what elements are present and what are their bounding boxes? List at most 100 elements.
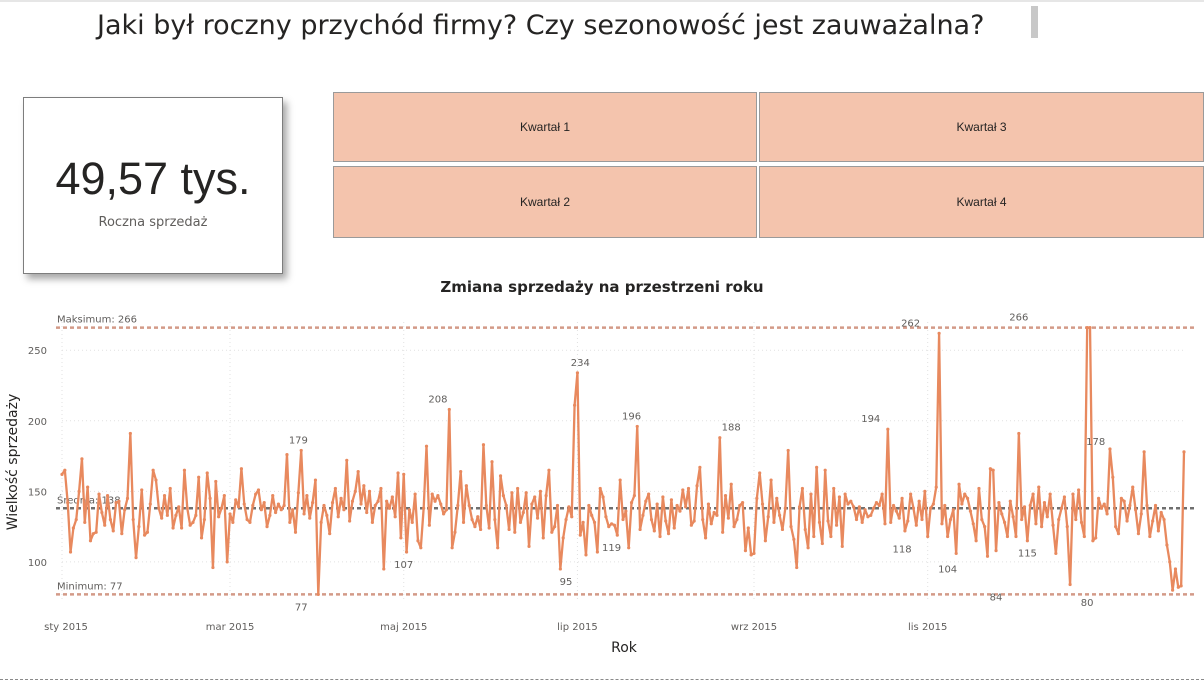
data-point	[464, 484, 468, 488]
data-point	[527, 544, 531, 548]
data-point	[1054, 551, 1058, 556]
data-point	[587, 503, 591, 508]
data-point	[202, 517, 206, 522]
data-point	[675, 503, 679, 508]
top-border	[0, 0, 1204, 2]
data-point	[410, 520, 414, 524]
data-point	[891, 503, 896, 508]
data-point	[721, 530, 725, 534]
data-point	[829, 534, 833, 539]
kpi-card[interactable]: 49,57 tys. Roczna sprzedaż	[23, 97, 283, 274]
data-point	[242, 502, 246, 506]
data-point	[1034, 522, 1038, 526]
data-point	[760, 502, 765, 506]
data-point	[80, 457, 84, 461]
slicer-tile-q4[interactable]: Kwartał 4	[759, 166, 1204, 238]
data-point	[1062, 495, 1066, 499]
data-point	[669, 498, 674, 502]
data-point	[302, 512, 306, 516]
data-point	[459, 469, 463, 474]
data-point	[561, 536, 565, 540]
data-point	[1094, 536, 1098, 540]
data-point	[450, 546, 454, 550]
data-label: 234	[571, 358, 590, 369]
reference-line-label: Minimum: 77	[57, 581, 123, 592]
data-point	[746, 526, 750, 530]
data-point	[1179, 584, 1183, 588]
data-point	[1008, 499, 1012, 503]
data-point	[239, 467, 244, 471]
data-point	[387, 506, 392, 510]
data-point	[345, 458, 349, 462]
data-point	[308, 516, 312, 520]
slicer-tile-q3[interactable]: Kwartał 3	[759, 92, 1204, 162]
data-label: 178	[1086, 437, 1105, 448]
data-point	[948, 517, 953, 522]
data-point	[769, 478, 773, 482]
data-point	[168, 486, 172, 491]
data-point	[305, 493, 309, 498]
page-title: Jaki był roczny przychód firmy? Czy sezo…	[97, 10, 985, 41]
data-point	[407, 508, 412, 512]
data-point	[385, 499, 389, 503]
data-point	[874, 501, 879, 505]
slicer-tile-label: Kwartał 2	[519, 195, 571, 209]
data-point	[712, 510, 716, 515]
data-point	[917, 499, 921, 503]
data-point	[581, 520, 585, 524]
data-point	[951, 508, 955, 512]
data-point	[795, 565, 799, 570]
data-point	[348, 519, 352, 523]
data-point	[228, 512, 232, 516]
slicer-tile-q2[interactable]: Kwartał 2	[333, 166, 757, 238]
data-point	[1153, 503, 1158, 508]
data-point	[390, 495, 394, 499]
data-point	[493, 517, 497, 522]
data-point	[439, 502, 443, 506]
slicer-tile-label: Kwartał 3	[956, 120, 1007, 134]
data-point	[800, 486, 805, 491]
data-point	[558, 567, 562, 571]
data-label: 208	[428, 394, 447, 405]
data-point	[678, 509, 682, 513]
data-point	[254, 492, 258, 496]
data-point	[1065, 525, 1069, 529]
data-point	[222, 493, 226, 498]
data-point	[684, 505, 688, 509]
data-point	[191, 520, 195, 524]
data-point	[997, 501, 1001, 505]
data-point	[692, 519, 696, 523]
data-label: 84	[990, 592, 1003, 603]
data-point	[635, 424, 639, 429]
data-point	[766, 515, 770, 519]
data-point	[1048, 492, 1052, 496]
data-point	[1077, 488, 1081, 492]
data-point	[741, 501, 745, 505]
bottom-border	[0, 679, 1204, 680]
data-point	[456, 503, 460, 508]
data-point	[575, 371, 580, 375]
data-point	[954, 551, 958, 556]
data-point	[1082, 534, 1086, 539]
data-point	[131, 517, 135, 522]
data-point	[333, 486, 337, 491]
data-point	[165, 513, 169, 517]
data-point	[1136, 532, 1141, 536]
data-point	[97, 492, 101, 496]
slicer-tile-q1[interactable]: Kwartał 1	[333, 92, 757, 162]
data-point	[547, 468, 551, 472]
data-point	[965, 496, 970, 500]
data-point	[607, 525, 611, 529]
data-point	[681, 488, 685, 492]
data-point	[706, 502, 711, 506]
data-point	[134, 556, 138, 560]
data-point	[866, 515, 870, 519]
data-point	[928, 506, 933, 510]
data-point	[590, 513, 594, 517]
axes: 100 150 200 250 sty 2015 mar 2015 maj 2015 lip …	[28, 346, 948, 633]
data-point	[1159, 510, 1163, 515]
data-point	[151, 468, 155, 472]
y-tick-label: 150	[28, 487, 47, 498]
series-layer	[60, 326, 1186, 596]
